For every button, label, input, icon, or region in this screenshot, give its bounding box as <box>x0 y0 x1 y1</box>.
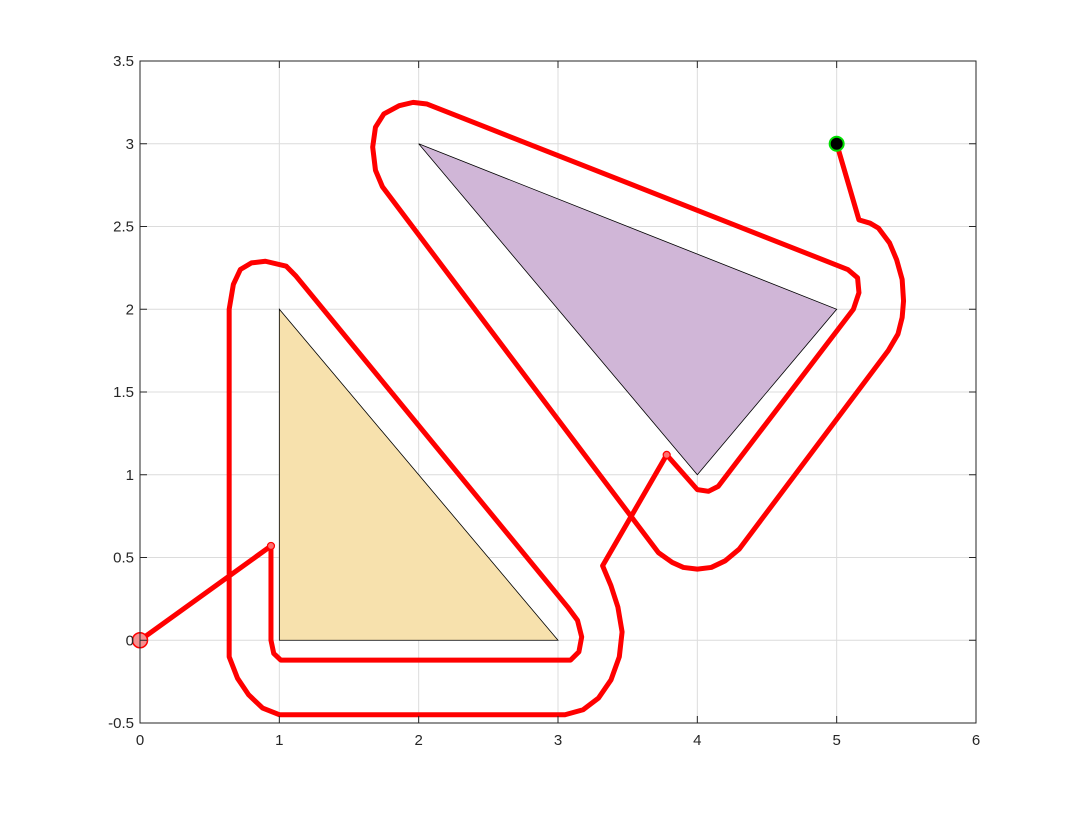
obstacle-triangle-2 <box>418 143 838 476</box>
x-tick-label: 6 <box>972 732 980 749</box>
goal-marker <box>828 135 845 152</box>
x-tick-label: 4 <box>693 732 701 749</box>
y-tick-labels: -0.5 0 0.5 1 1.5 2 2.5 3 3.5 <box>108 53 134 732</box>
x-tick-label: 1 <box>275 732 283 749</box>
planned-path-line <box>137 99 907 718</box>
tick-marks <box>139 60 977 724</box>
y-tick-label: 2 <box>126 301 134 318</box>
markers <box>131 135 845 649</box>
y-tick-label: 0 <box>126 632 134 649</box>
y-tick-label: -0.5 <box>108 715 134 732</box>
obstacles <box>278 143 838 641</box>
y-tick-label: 1 <box>126 467 134 484</box>
obstacle-triangle-1 <box>278 308 559 641</box>
y-tick-label: 0.5 <box>113 550 134 567</box>
path-layer <box>137 99 907 718</box>
x-tick-labels: 0 1 2 3 4 5 6 <box>136 732 980 749</box>
y-tick-label: 3 <box>126 136 134 153</box>
y-tick-label: 3.5 <box>113 53 134 70</box>
waypoint-marker <box>266 541 276 551</box>
waypoint-marker <box>662 450 671 459</box>
x-tick-label: 5 <box>832 732 840 749</box>
x-tick-label: 3 <box>554 732 562 749</box>
x-tick-label: 0 <box>136 732 144 749</box>
x-tick-label: 2 <box>414 732 422 749</box>
y-tick-label: 2.5 <box>113 219 134 236</box>
y-tick-label: 1.5 <box>113 384 134 401</box>
